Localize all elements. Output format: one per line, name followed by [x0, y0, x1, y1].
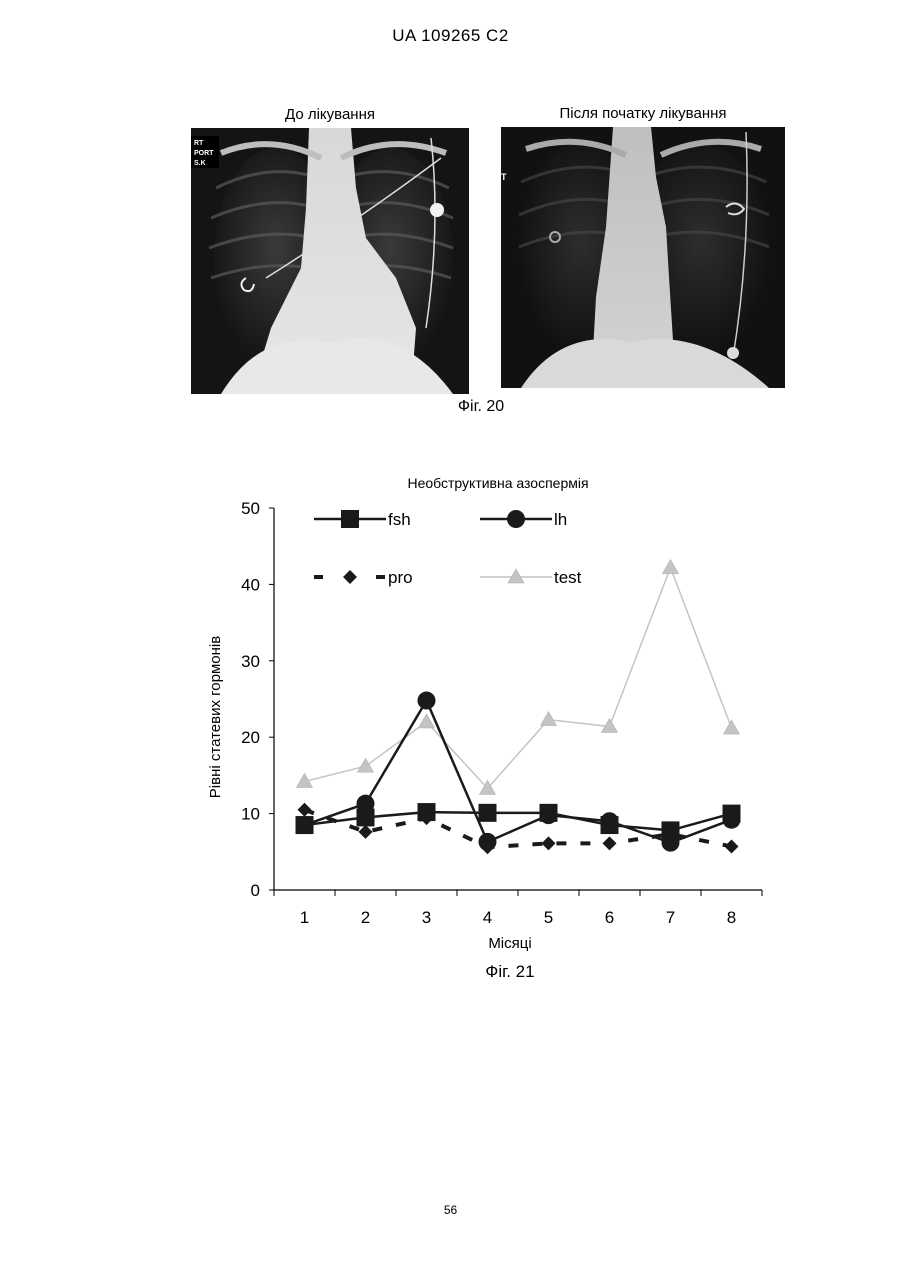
test-point — [541, 712, 557, 726]
xray-after-marker: T — [501, 172, 507, 182]
test-point — [663, 560, 679, 574]
legend-label-pro: pro — [388, 568, 413, 587]
xray-marker-line-2: PORT — [194, 150, 214, 157]
legend-label-lh: lh — [554, 510, 567, 529]
y-tick-label: 10 — [241, 805, 260, 824]
lh-point — [479, 833, 497, 851]
lh-point — [662, 834, 680, 852]
legend-marker-fsh — [341, 510, 359, 528]
xray-marker-line-3: S.K — [194, 160, 206, 167]
y-tick-label: 30 — [241, 652, 260, 671]
y-tick-label: 0 — [251, 881, 260, 900]
y-axis-label: Рівні статевих гормонів — [207, 636, 224, 798]
series-line-test — [305, 568, 732, 789]
xray-marker-line-1: RT — [194, 140, 204, 147]
x-tick-label: 8 — [727, 908, 736, 927]
lh-point — [418, 692, 436, 710]
lh-point — [601, 812, 619, 830]
y-tick-label: 50 — [241, 499, 260, 518]
fsh-point — [418, 803, 436, 821]
xray-before-image: RT PORT S.K — [191, 128, 469, 394]
page-number: 56 — [0, 1203, 901, 1217]
legend-marker-pro — [343, 570, 357, 584]
pro-point — [725, 839, 739, 853]
pro-point — [359, 825, 373, 839]
y-tick-label: 20 — [241, 728, 260, 747]
pro-point — [603, 836, 617, 850]
legend-label-fsh: fsh — [388, 510, 411, 529]
hormone-line-chart: Необструктивна азоспермія Рівні статевих… — [190, 465, 790, 965]
test-point — [724, 720, 740, 734]
pro-point — [298, 803, 312, 817]
test-point — [358, 758, 374, 772]
fig20-caption: Фіг. 20 — [431, 398, 531, 416]
pro-point — [542, 836, 556, 850]
x-axis-label: Місяці — [488, 935, 531, 952]
lh-point — [296, 816, 314, 834]
y-tick-label: 40 — [241, 575, 260, 594]
x-tick-label: 1 — [300, 908, 309, 927]
lh-point — [540, 806, 558, 824]
fig21-caption: Фіг. 21 — [460, 962, 560, 982]
x-tick-label: 3 — [422, 908, 431, 927]
chart-title: Необструктивна азоспермія — [407, 475, 588, 491]
fsh-point — [479, 804, 497, 822]
x-tick-label: 2 — [361, 908, 370, 927]
x-tick-label: 6 — [605, 908, 614, 927]
x-tick-label: 7 — [666, 908, 675, 927]
legend-marker-lh — [507, 510, 525, 528]
xray-before-title: До лікування — [191, 106, 469, 123]
x-tick-label: 4 — [483, 908, 492, 927]
legend-marker-test — [508, 569, 524, 583]
xray-after-title: Після початку лікування — [501, 105, 785, 122]
legend-label-test: test — [554, 568, 582, 587]
lh-point — [357, 795, 375, 813]
xray-after-image: T — [501, 127, 785, 388]
document-header: UA 109265 C2 — [0, 26, 901, 46]
x-tick-label: 5 — [544, 908, 553, 927]
lh-point — [723, 811, 741, 829]
